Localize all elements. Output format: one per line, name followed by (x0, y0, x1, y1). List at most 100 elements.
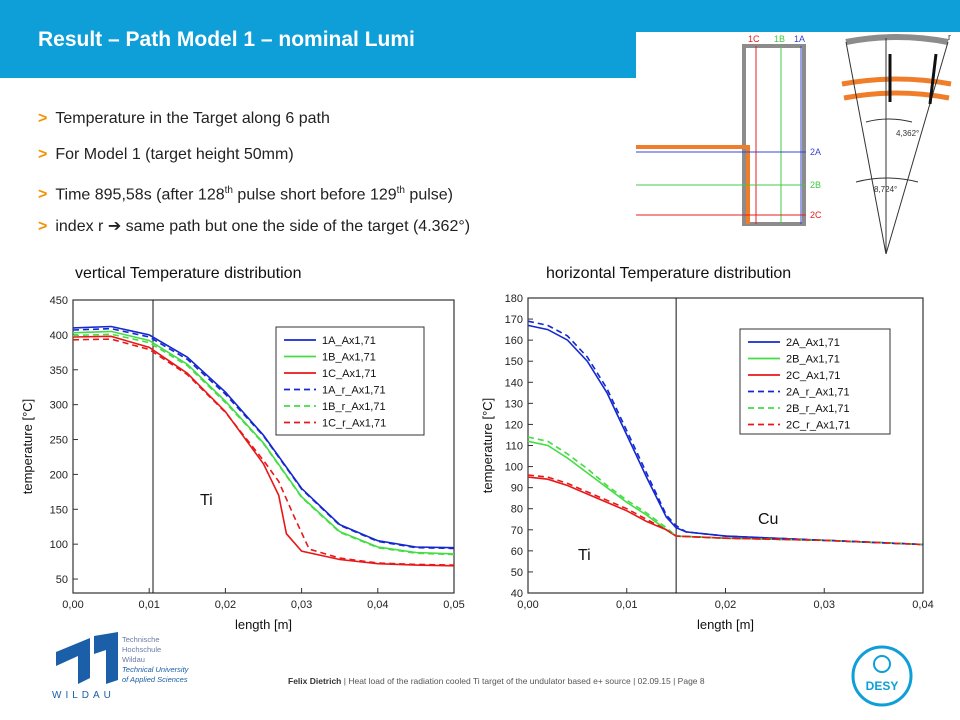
y-tick-label: 70 (511, 525, 523, 537)
chart-title-vertical: vertical Temperature distribution (75, 265, 302, 282)
y-tick-label: 100 (50, 539, 68, 551)
label-2c: 2C (810, 210, 822, 220)
sector-edge-right (885, 41, 949, 255)
y-tick-label: 180 (505, 293, 523, 305)
title-box: Result – Path Model 1 – nominal Lumi (0, 0, 636, 78)
y-tick-label: 50 (511, 567, 523, 579)
logo-text: Technical University (122, 665, 190, 674)
logo-mark-2 (94, 632, 118, 684)
legend-label: 1C_r_Ax1,71 (322, 418, 386, 430)
legend-label: 2A_r_Ax1,71 (786, 387, 850, 399)
desy-atom (873, 655, 891, 673)
legend-label: 1C_Ax1,71 (322, 368, 376, 380)
label-1b: 1B (774, 34, 785, 44)
footer-author: Felix Dietrich (288, 676, 342, 686)
label-1a: 1A (794, 34, 805, 44)
y-tick-label: 110 (505, 441, 523, 453)
x-tick-label: 0,01 (616, 599, 637, 611)
bullet-item: > For Model 1 (target height 50mm) (38, 146, 294, 163)
logo-text: of Applied Sciences (122, 675, 188, 684)
y-tick-label: 150 (50, 504, 68, 516)
y-tick-label: 400 (50, 330, 68, 342)
x-tick-label: 0,03 (291, 599, 312, 611)
legend-label: 2C_r_Ax1,71 (786, 420, 850, 432)
legend-label: 1B_Ax1,71 (322, 352, 376, 364)
chart-horizontal: 0,00 0,01 0,02 0,03 0,04 40 50 60 70 80 90 100 110 12… (480, 293, 934, 632)
label-r: r (948, 32, 951, 42)
desy-text: DESY (866, 679, 899, 693)
footer: Felix Dietrich | Heat load of the radiat… (288, 676, 705, 686)
chart-vertical: 0,00 0,01 0,02 0,03 0,04 0,05 50 100 150 200 250 30… (20, 295, 465, 632)
x-tick-label: 0,01 (138, 599, 159, 611)
series-line-6 (72, 338, 455, 566)
y-tick-label: 120 (505, 419, 523, 431)
logo-text: Technische (122, 635, 160, 644)
bullet-item: > Temperature in the Target along 6 path (38, 110, 330, 127)
legend-label: 2C_Ax1,71 (786, 370, 840, 382)
desy-ring (851, 645, 913, 707)
legend-label: 1A_r_Ax1,71 (322, 385, 386, 397)
series-line-3 (72, 335, 455, 567)
x-tick-label: 0,02 (715, 599, 736, 611)
bullet-text: Time 895,58s (after 128 (55, 186, 225, 204)
y-tick-label: 200 (50, 469, 68, 481)
x-axis-label: length [m] (697, 617, 754, 632)
bullet-item: > Time 895,58s (after 128th pulse short b… (38, 185, 454, 204)
series-line-4 (527, 320, 924, 546)
desy-logo: DESY (851, 645, 913, 707)
y-tick-label: 300 (50, 400, 68, 412)
angle-label-2: 8,724° (874, 185, 897, 194)
y-tick-label: 100 (505, 462, 523, 474)
sector-arc-1 (841, 76, 952, 87)
copper-outline (636, 145, 750, 224)
x-axis-label: length [m] (235, 617, 292, 632)
y-tick-label: 170 (505, 314, 523, 326)
page-title: Result – Path Model 1 – nominal Lumi (38, 28, 415, 51)
legend-label: 2A_Ax1,71 (786, 337, 840, 349)
y-tick-label: 130 (505, 398, 523, 410)
path-r-arrow (928, 53, 938, 105)
angle-label-1: 4,362° (896, 129, 919, 138)
logo-mark (56, 638, 90, 684)
label-1c: 1C (748, 34, 760, 44)
material-label: Cu (758, 511, 778, 528)
y-axis-label: temperature [°C] (20, 399, 35, 495)
logo-word: WILDAU (52, 690, 115, 701)
x-tick-label: 0,03 (814, 599, 835, 611)
x-tick-label: 0,04 (912, 599, 933, 611)
sector-outer-arc (845, 34, 949, 45)
bullet-sup: th (224, 185, 233, 196)
y-tick-label: 450 (50, 295, 68, 307)
y-tick-label: 250 (50, 435, 68, 447)
x-tick-label: 0,02 (215, 599, 236, 611)
x-tick-label: 0,05 (443, 599, 464, 611)
x-tick-label: 0,04 (367, 599, 388, 611)
y-tick-label: 140 (505, 377, 523, 389)
y-tick-label: 60 (511, 546, 523, 558)
series-line-5 (527, 436, 924, 546)
chart-title-horizontal: horizontal Temperature distribution (546, 265, 792, 282)
y-axis-label: temperature [°C] (480, 398, 495, 494)
legend-label: 2B_Ax1,71 (786, 354, 840, 366)
target-outline (742, 44, 806, 226)
legend-label: 1A_Ax1,71 (322, 335, 376, 347)
path-diagram: 1C 1B 1A 2A 2B 2C (636, 32, 836, 234)
bullet-list: > Temperature in the Target along 6 path … (38, 104, 618, 248)
y-tick-label: 50 (56, 574, 68, 586)
angle-arc-1 (865, 118, 913, 123)
logo-text: Hochschule (122, 645, 161, 654)
x-tick-label: 0,00 (517, 599, 538, 611)
material-label: Ti (200, 492, 213, 509)
sector-edge-left (845, 41, 887, 255)
legend-label: 1B_r_Ax1,71 (322, 401, 386, 413)
material-label: Ti (578, 547, 591, 564)
sector-diagram: 4,362° 8,724° r (841, 32, 952, 255)
footer-date: | 02.09.15 (633, 676, 671, 686)
y-tick-label: 40 (511, 588, 523, 600)
y-tick-label: 80 (511, 504, 523, 516)
series-line-5 (72, 333, 455, 556)
bullet-sup: th (396, 185, 405, 196)
footer-text: | Heat load of the radiation cooled Ti t… (343, 676, 631, 686)
y-tick-label: 160 (505, 335, 523, 347)
bullet-text: pulse short before 129 (232, 186, 397, 204)
